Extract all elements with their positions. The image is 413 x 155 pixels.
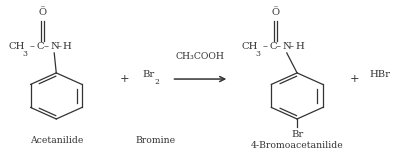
Text: N̈: N̈ (282, 42, 292, 51)
Text: +: + (119, 74, 129, 84)
Text: Br: Br (291, 130, 303, 139)
Text: CH₃COOH: CH₃COOH (176, 52, 225, 61)
Text: +: + (350, 74, 359, 84)
Text: H: H (295, 42, 304, 51)
Text: –: – (43, 42, 48, 51)
Text: –: – (262, 42, 267, 51)
Text: –: – (275, 42, 281, 51)
Text: 4-Bromoacetanilide: 4-Bromoacetanilide (251, 141, 344, 150)
Text: 3: 3 (255, 51, 260, 58)
Text: Acetanilide: Acetanilide (30, 136, 83, 145)
Text: –: – (289, 42, 294, 51)
Text: Ö: Ö (271, 9, 279, 18)
Text: C: C (37, 42, 45, 51)
Text: CH: CH (9, 42, 25, 51)
Text: H: H (63, 42, 71, 51)
Text: Bromine: Bromine (135, 136, 175, 145)
Text: CH: CH (242, 42, 258, 51)
Text: Ö: Ö (39, 9, 47, 18)
Text: HBr: HBr (369, 70, 390, 79)
Text: 2: 2 (154, 78, 159, 86)
Text: –: – (29, 42, 35, 51)
Text: C: C (269, 42, 277, 51)
Text: N̈: N̈ (50, 42, 59, 51)
Text: Br: Br (143, 70, 155, 79)
Text: –: – (56, 42, 61, 51)
Text: 3: 3 (23, 51, 28, 58)
